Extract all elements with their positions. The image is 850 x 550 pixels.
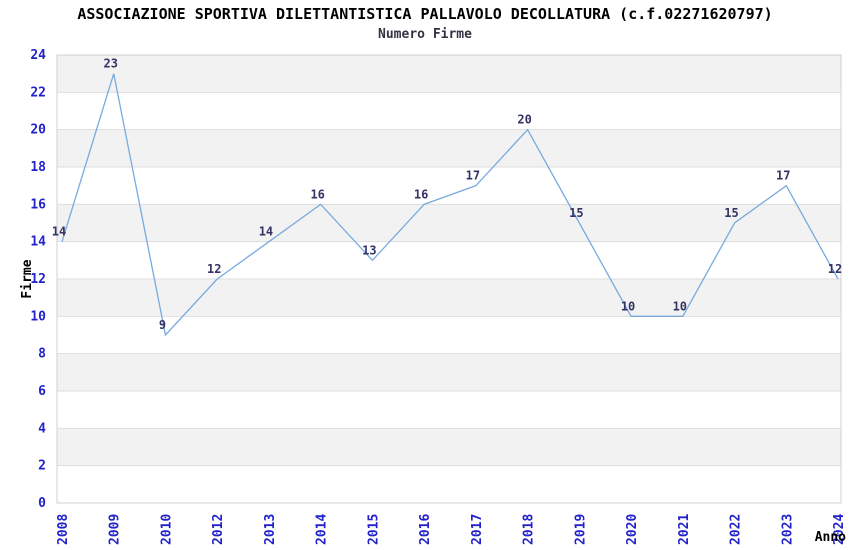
grid-band: [57, 129, 841, 167]
y-tick-label: 12: [30, 272, 46, 287]
point-label: 20: [517, 113, 531, 127]
y-tick-label: 24: [30, 48, 46, 63]
grid-band: [57, 204, 841, 242]
y-tick-label: 10: [30, 309, 46, 324]
y-tick-label: 14: [30, 235, 46, 250]
x-tick-label: 2022: [729, 514, 744, 545]
grid-band: [57, 55, 841, 93]
x-tick-label: 2010: [159, 514, 174, 545]
chart-subtitle: Numero Firme: [378, 27, 472, 42]
point-label: 17: [466, 169, 480, 183]
plot-border: [56, 54, 842, 504]
x-tick-label: 2023: [780, 514, 795, 545]
point-label: 9: [159, 318, 166, 332]
y-tick-label: 6: [38, 384, 46, 399]
y-tick-label: 16: [30, 197, 46, 212]
point-label: 15: [569, 206, 583, 220]
point-label: 16: [414, 187, 428, 201]
x-tick-label: 2019: [573, 514, 588, 545]
point-label: 12: [828, 262, 842, 276]
x-tick-label: 2016: [418, 514, 433, 545]
point-label: 23: [104, 57, 118, 71]
series-line: [61, 73, 839, 337]
grid-band: [57, 279, 841, 317]
x-tick-label: 2020: [625, 514, 640, 545]
x-tick-label: 2024: [832, 514, 847, 545]
y-tick-label: 22: [30, 85, 46, 100]
point-label: 17: [776, 169, 790, 183]
x-tick-label: 2018: [522, 514, 537, 545]
x-tick-label: 2009: [108, 514, 123, 545]
x-tick-label: 2013: [263, 514, 278, 545]
y-tick-label: 4: [38, 421, 46, 436]
x-tick-label: 2021: [677, 514, 692, 545]
point-label: 10: [673, 299, 687, 313]
grid-band: [57, 353, 841, 391]
x-tick-label: 2012: [211, 514, 226, 545]
x-axis-title: Anno: [815, 530, 846, 545]
grid-band: [57, 428, 841, 466]
y-tick-label: 0: [38, 496, 46, 511]
y-tick-label: 2: [38, 459, 46, 474]
y-axis-title: Firme: [20, 259, 35, 298]
x-tick-label: 2014: [315, 514, 330, 545]
point-label: 13: [362, 243, 376, 257]
x-tick-label: 2008: [56, 514, 71, 545]
y-tick-label: 18: [30, 160, 46, 175]
chart-title: ASSOCIAZIONE SPORTIVA DILETTANTISTICA PA…: [77, 5, 773, 23]
point-label: 10: [621, 299, 635, 313]
point-label: 15: [724, 206, 738, 220]
point-label: 14: [259, 225, 273, 239]
y-tick-label: 8: [38, 347, 46, 362]
x-tick-label: 2015: [366, 514, 381, 545]
point-label: 14: [52, 225, 66, 239]
point-label: 16: [310, 187, 324, 201]
x-tick-label: 2017: [470, 514, 485, 545]
point-label: 12: [207, 262, 221, 276]
y-tick-label: 20: [30, 123, 46, 138]
